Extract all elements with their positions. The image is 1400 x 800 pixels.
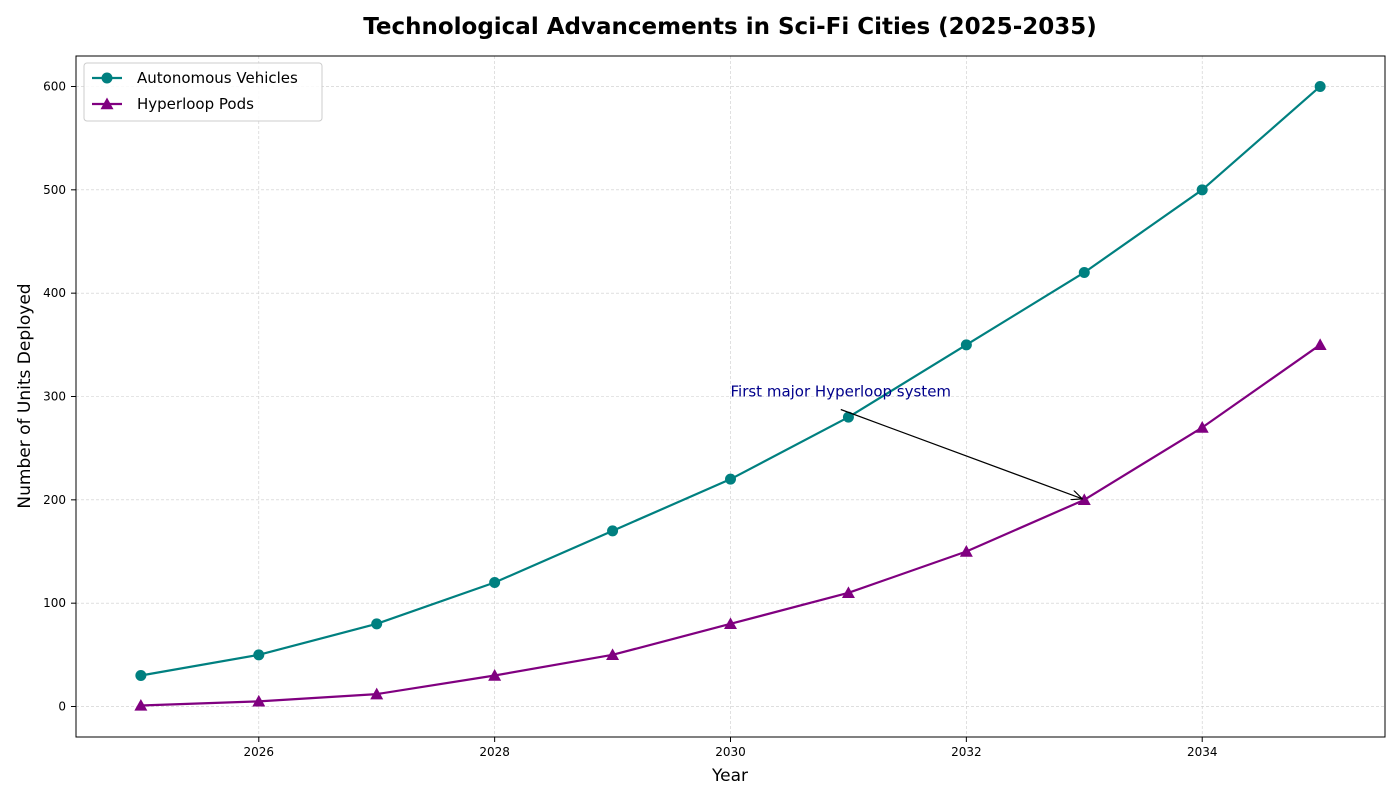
data-point-hyperloop-pods	[724, 617, 737, 630]
legend-entry: Hyperloop Pods	[92, 95, 254, 113]
grid	[76, 56, 1385, 737]
data-point-autonomous-vehicles	[1196, 184, 1208, 196]
data-point-hyperloop-pods	[134, 698, 148, 711]
data-point-autonomous-vehicles	[1314, 80, 1326, 92]
data-point-hyperloop-pods	[370, 687, 384, 700]
data-point-autonomous-vehicles	[607, 525, 619, 537]
legend-marker	[100, 97, 114, 110]
x-tick-label: 2030	[715, 745, 746, 759]
series-autonomous-vehicles	[135, 80, 1326, 682]
data-point-autonomous-vehicles	[1078, 266, 1090, 278]
annotation-arrow	[840, 408, 1083, 499]
legend-box	[83, 62, 323, 122]
annotation-layer: First major Hyperloop system	[731, 383, 1083, 499]
series-hyperloop-pods	[134, 338, 1327, 711]
legend-entry: Autonomous Vehicles	[92, 69, 298, 87]
y-tick-label: 100	[43, 596, 66, 610]
data-point-hyperloop-pods	[488, 669, 502, 681]
data-point-hyperloop-pods	[252, 694, 266, 707]
data-point-autonomous-vehicles	[371, 618, 383, 630]
y-tick-label: 500	[43, 183, 66, 197]
data-point-autonomous-vehicles	[253, 649, 265, 661]
chart-title: Technological Advancements in Sci-Fi Cit…	[363, 14, 1097, 40]
data-point-autonomous-vehicles	[842, 411, 854, 423]
x-tick-label: 2028	[479, 745, 510, 759]
annotation-text: First major Hyperloop system	[731, 383, 952, 401]
legend-label: Hyperloop Pods	[137, 95, 254, 113]
x-axis-label: Year	[711, 766, 748, 786]
data-point-hyperloop-pods	[959, 545, 973, 557]
series-layer	[134, 80, 1327, 711]
data-point-autonomous-vehicles	[135, 670, 147, 682]
y-tick-label: 300	[43, 390, 66, 404]
data-point-autonomous-vehicles	[960, 339, 972, 351]
legend: Autonomous Vehicles Hyperloop Pods	[83, 62, 323, 122]
x-tick-label: 2026	[244, 745, 275, 759]
x-axis: 2026 2028 2030 2032 2034	[244, 737, 1218, 759]
x-tick-label: 2032	[951, 745, 982, 759]
data-point-hyperloop-pods	[1313, 338, 1327, 351]
legend-marker	[101, 72, 113, 84]
data-point-hyperloop-pods	[841, 586, 855, 599]
x-tick-label: 2034	[1187, 745, 1218, 759]
data-point-hyperloop-pods	[1077, 493, 1091, 506]
y-axis: 0 100 200 300 400 500 600	[43, 79, 76, 714]
legend-label: Autonomous Vehicles	[137, 69, 298, 87]
data-point-autonomous-vehicles	[489, 577, 501, 589]
data-point-autonomous-vehicles	[725, 473, 736, 485]
y-tick-label: 600	[43, 79, 66, 93]
y-tick-label: 0	[58, 700, 66, 714]
y-tick-label: 200	[43, 493, 66, 507]
y-axis-label: Number of Units Deployed	[15, 283, 35, 508]
data-point-hyperloop-pods	[1195, 421, 1209, 433]
y-tick-label: 400	[43, 286, 66, 300]
data-point-hyperloop-pods	[606, 648, 620, 661]
